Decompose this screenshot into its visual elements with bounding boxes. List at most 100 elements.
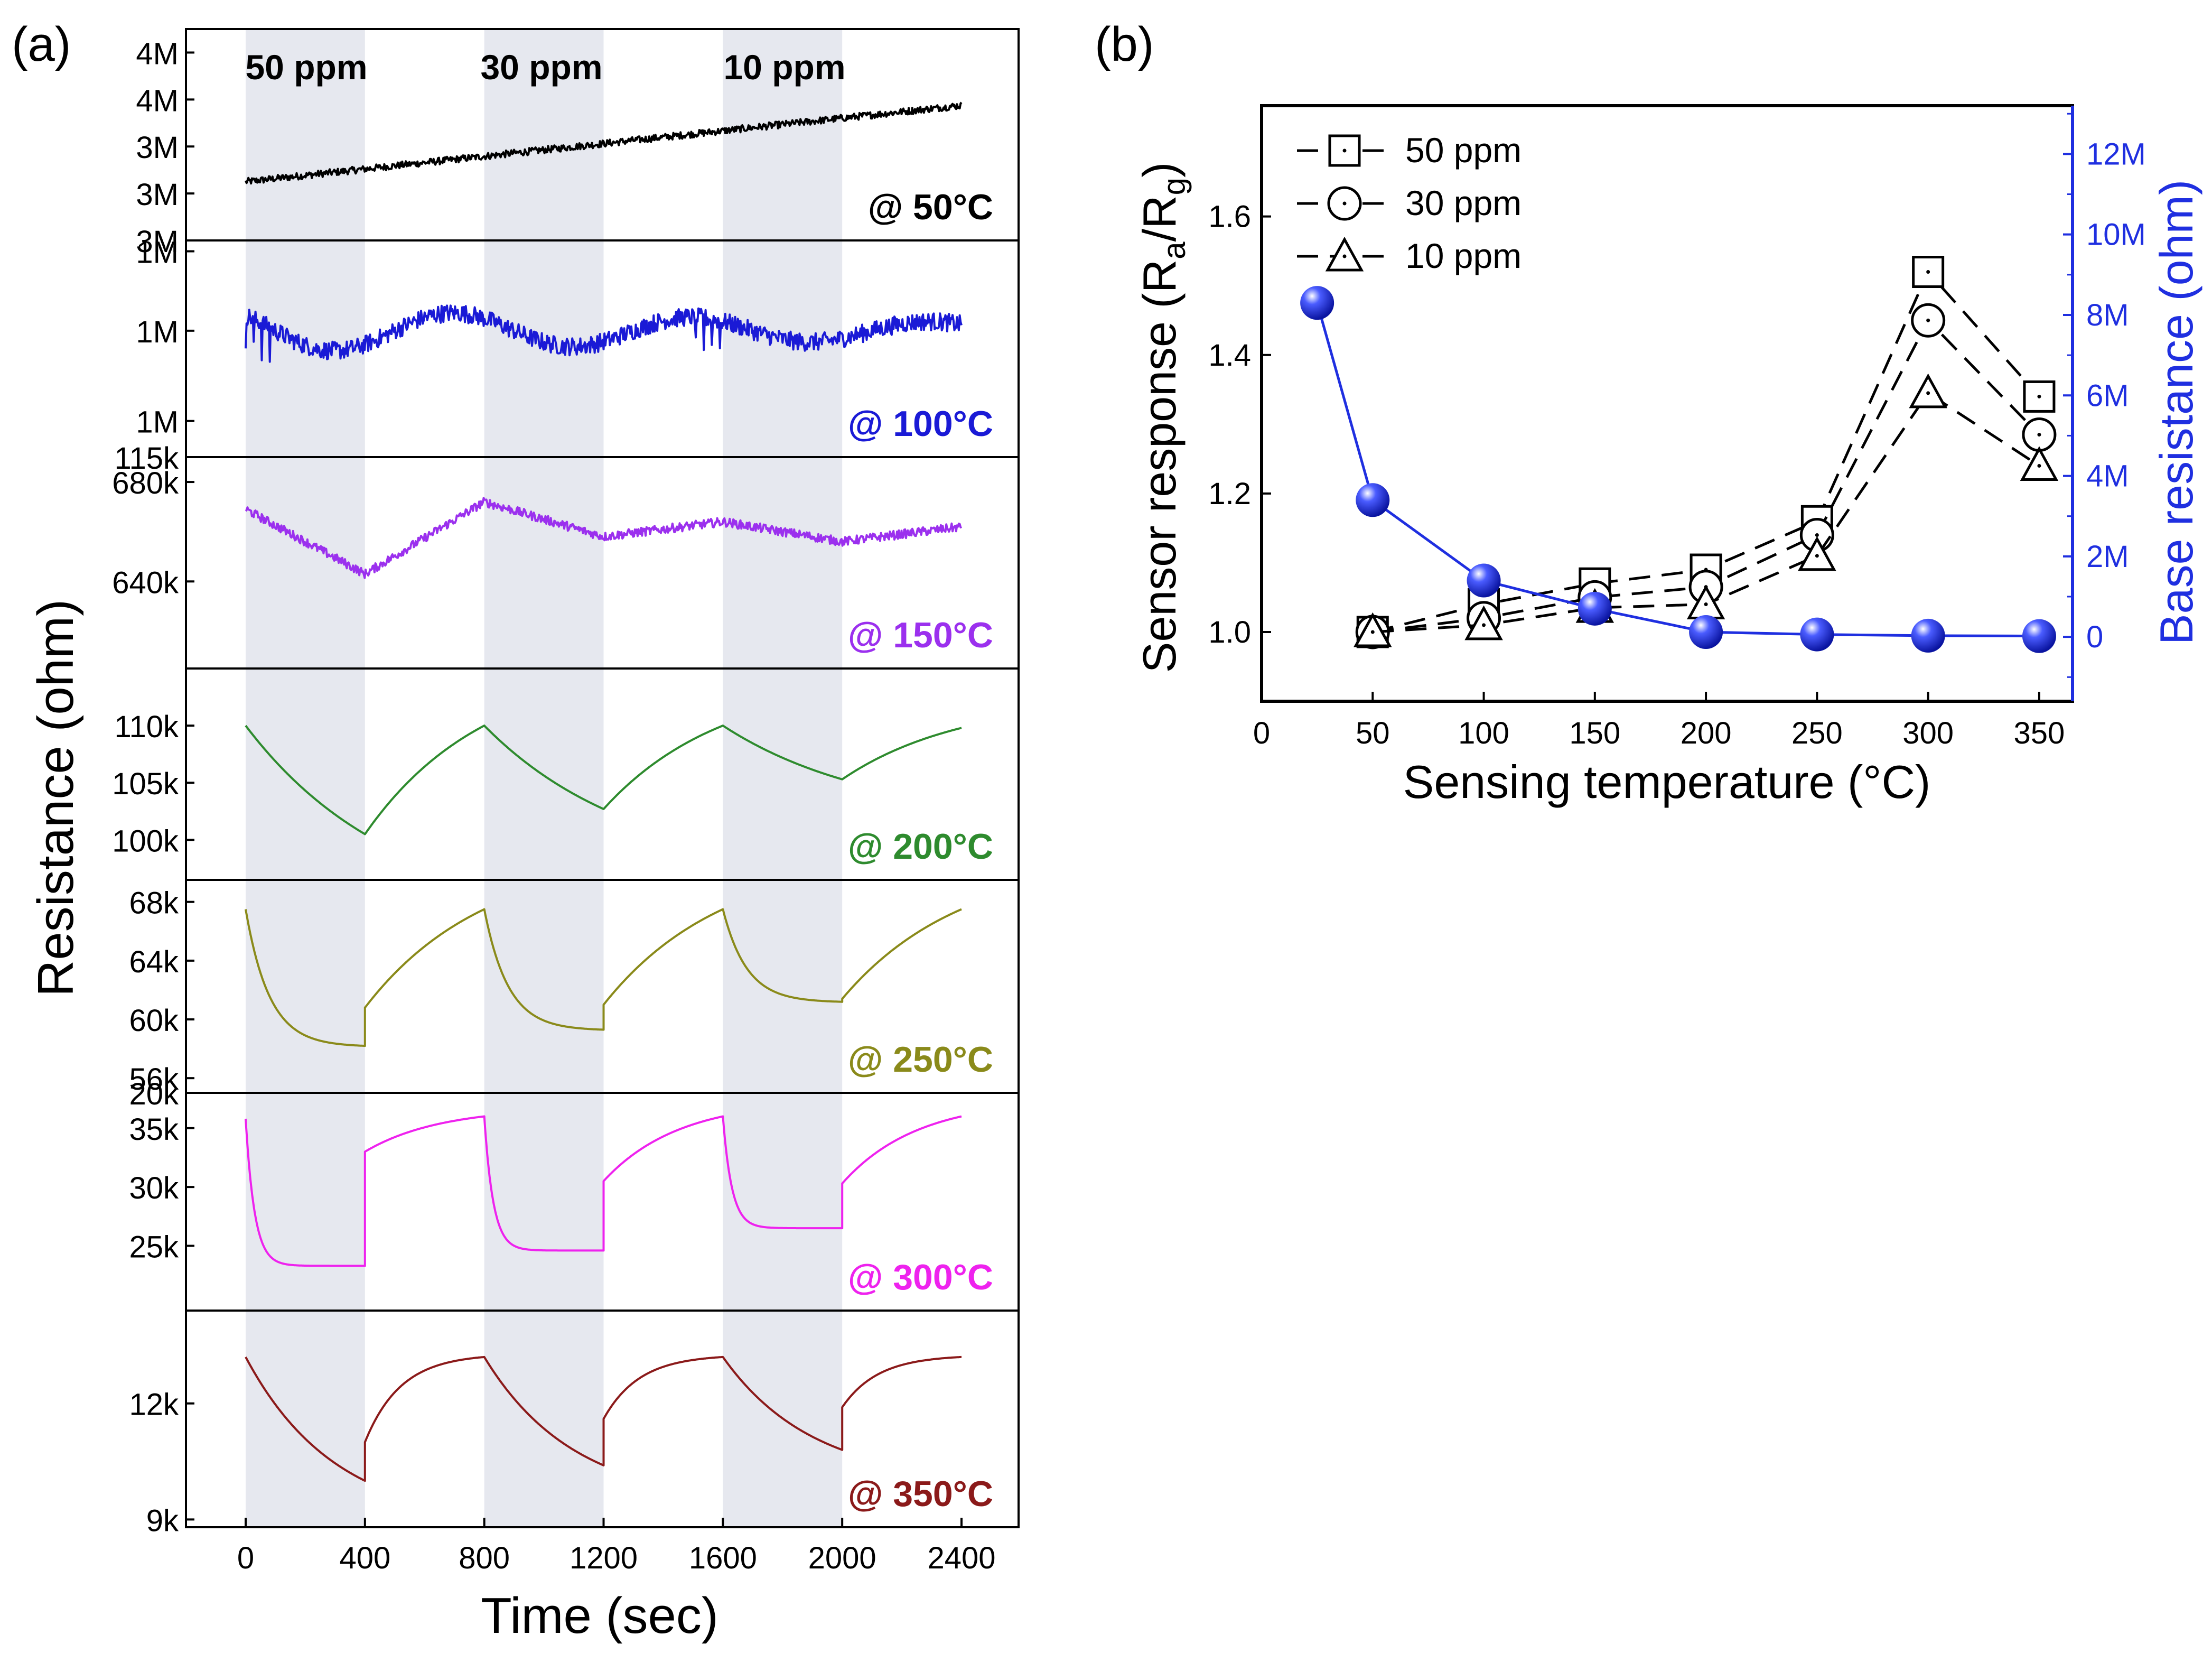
x-axis-a: 0 400 800 1200 1600 2000 2400 <box>237 1518 996 1575</box>
y-tick-label: 60k <box>129 1004 179 1038</box>
x-tick-label: 150 <box>1569 716 1620 750</box>
y-tick-label: 25k <box>129 1230 179 1265</box>
y-tick-label: 1M <box>136 236 179 270</box>
x-tick-label: 2000 <box>808 1541 876 1575</box>
y-tick-label: 1.2 <box>1208 477 1251 511</box>
sphere-marker <box>1356 483 1390 517</box>
triangle-marker-dot <box>1704 602 1708 607</box>
temperature-label: @ 150°C <box>848 615 993 655</box>
y-tick-label: 30k <box>129 1171 179 1205</box>
x-tick-label: 0 <box>237 1541 254 1575</box>
x-tick-label: 300 <box>1902 716 1954 750</box>
x-tick-label: 1200 <box>570 1541 638 1575</box>
x-tick-label: 50 <box>1356 716 1390 750</box>
plot-frame-b <box>1260 104 2074 703</box>
y-axis-label-b: Sensor response (Ra/Rg) <box>1133 162 1192 673</box>
series-line <box>245 908 962 1047</box>
y-tick-label: 1.6 <box>1208 200 1251 234</box>
exposure-shading <box>246 29 843 1527</box>
x-tick-label: 1600 <box>689 1541 757 1575</box>
square-marker-dot <box>2037 394 2041 398</box>
circle-marker-dot <box>1815 533 1819 537</box>
series-base-resistance <box>1300 286 2056 653</box>
x-axis-label-b: Sensing temperature (°C) <box>1403 756 1931 808</box>
concentration-label: 30 ppm <box>480 48 602 87</box>
series-line <box>245 497 963 579</box>
exposure-window-2 <box>484 29 604 1527</box>
square-marker-dot <box>1926 270 1930 274</box>
y-axis-label-a: Resistance (ohm) <box>27 599 84 997</box>
y-tick-label: 3M <box>136 178 179 212</box>
series-line <box>245 1355 962 1482</box>
y-tick-label: 35k <box>129 1112 179 1147</box>
x-tick-label: 200 <box>1681 716 1732 750</box>
subplot-stack: 3M 3M 3M 4M 4M @ 50°C 1M 1M 1M @ 100°C 640k 680k115… <box>112 28 1020 1538</box>
y-tick-label: 68k <box>129 886 179 921</box>
legend-marker-dot <box>1342 201 1347 206</box>
y-tick-label: 115k <box>115 441 179 476</box>
concentration-label: 10 ppm <box>723 48 845 87</box>
y-right-tick-label: 8M <box>2086 298 2129 332</box>
x-tick-label: 2400 <box>927 1541 995 1575</box>
y-tick-label: 4M <box>136 36 179 71</box>
temperature-label: @ 50°C <box>868 187 993 227</box>
x-tick-label: 350 <box>2014 716 2065 750</box>
y-tick-label: 105k <box>112 767 179 801</box>
triangle-marker-dot <box>1482 623 1486 627</box>
y-tick-label: 1M <box>136 315 179 349</box>
series-b <box>1300 256 2059 653</box>
series-line <box>1315 302 2039 638</box>
temperature-label: @ 200°C <box>848 826 993 867</box>
y-tick-label: 56k <box>129 1062 179 1097</box>
y-tick-label: 20k <box>129 1077 179 1111</box>
x-tick-label: 800 <box>459 1541 510 1575</box>
y-tick-label: 640k <box>112 565 179 600</box>
y-right-tick-label: 12M <box>2086 137 2146 171</box>
y-tick-label: 1M <box>136 405 179 440</box>
series-line <box>245 304 963 363</box>
sphere-marker <box>1800 617 1834 652</box>
y-tick-label: 1.0 <box>1208 615 1251 649</box>
subplot-5: 56k 60k 64k 68k @ 250°C <box>129 879 1020 1097</box>
y-tick-label: 4M <box>136 83 179 118</box>
circle-marker-dot <box>1926 318 1930 322</box>
legend-marker-dot <box>1342 148 1347 153</box>
axes-b: 0 50 100 150 200 250 300 350 1.0 1.2 1.4 1.6 0 2M 4M 6M… <box>1208 106 2146 750</box>
temperature-label: @ 300°C <box>848 1257 993 1297</box>
sphere-marker <box>1300 286 1334 320</box>
y-tick-label: 3M <box>136 131 179 165</box>
x-tick-label: 250 <box>1791 716 1843 750</box>
series-line <box>245 725 962 835</box>
panel-a-label: (a) <box>12 17 71 71</box>
y-tick-label: 9k <box>146 1503 179 1538</box>
series-line <box>245 1115 962 1267</box>
x-axis-label-a: Time (sec) <box>481 1587 718 1644</box>
triangle-marker-dot <box>1815 554 1819 558</box>
panel-b: (b) 0 50 100 150 200 250 300 350 1.0 1.2 1.4 1.6 0 2M… <box>1095 17 2202 808</box>
legend-label: 30 ppm <box>1405 183 1522 222</box>
x-tick-label: 100 <box>1458 716 1509 750</box>
triangle-marker-dot <box>1926 391 1930 395</box>
triangle-marker-dot <box>2037 463 2041 468</box>
sphere-marker <box>2022 619 2056 653</box>
panel-a: (a) 50 ppm 30 ppm 10 ppm 3M 3M 3M 4M 4M @ 50°C 1… <box>12 17 1020 1644</box>
temperature-label: @ 250°C <box>848 1039 993 1080</box>
legend-b: 50 ppm 30 ppm 10 ppm <box>1297 131 1522 275</box>
exposure-window-1 <box>246 29 365 1527</box>
x-tick-label: 400 <box>339 1541 390 1575</box>
sphere-marker <box>1578 591 1612 626</box>
y-tick-label: 1.4 <box>1208 338 1251 373</box>
temperature-label: @ 350°C <box>848 1474 993 1514</box>
temperature-label: @ 100°C <box>848 404 993 444</box>
circle-marker-dot <box>2037 432 2041 437</box>
sphere-marker <box>1911 618 1945 653</box>
y-tick-label: 64k <box>129 945 179 979</box>
y-right-tick-label: 6M <box>2086 378 2129 413</box>
panel-b-label: (b) <box>1095 17 1154 71</box>
legend-label: 50 ppm <box>1405 131 1522 170</box>
y-tick-label: 12k <box>129 1388 179 1422</box>
y-axis-label-right-b: Base resistance (ohm) <box>2150 180 2202 645</box>
